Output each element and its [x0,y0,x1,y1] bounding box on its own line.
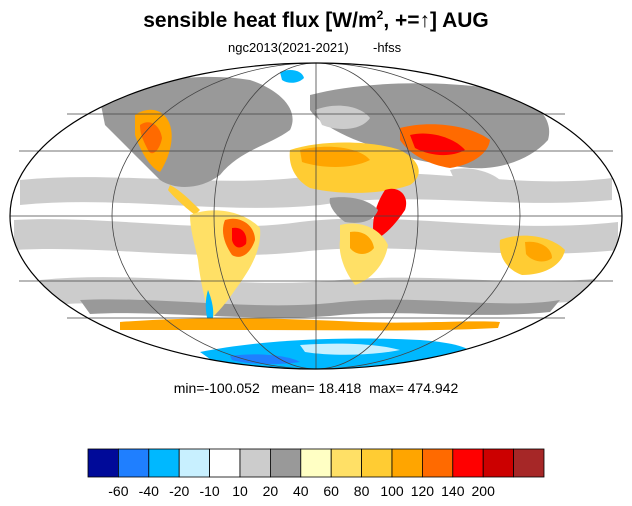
arabia-heat-core [410,133,465,156]
figure-title: sensible heat flux [W/m2, +=↑] AUG [0,8,632,33]
north-america-heat-core [140,122,162,154]
colorbar-swatch [513,448,545,478]
colorbar-swatch [148,448,180,478]
south-america-blue-coast [205,290,214,322]
colorbar-tick-label: -10 [199,483,220,499]
stat-mean-label: mean= [271,380,315,396]
subtitle-model: ngc2013(2021-2021) [228,40,349,55]
colorbar-swatch [239,448,271,478]
antarctica-light [300,343,400,355]
europe-light [315,105,370,130]
colorbar-swatch [87,448,119,478]
stat-max-label: max= [369,380,404,396]
colorbar [87,448,545,478]
colorbar-swatch [178,448,210,478]
greenland-ice [280,70,304,83]
title-main: sensible heat flux [W/m [143,9,377,32]
colorbar-swatch [361,448,393,478]
subtitle-variable: -hfss [373,40,402,55]
south-asia [450,168,505,196]
colorbar-swatch [330,448,363,478]
map-fields [10,63,622,369]
east-africa-heat [373,188,407,240]
colorbar-tick-label: 100 [380,483,404,499]
title-suffix: , +=↑] AUG [383,9,489,32]
ocean-grey-band-south [40,277,600,308]
north-africa-heat-core [300,146,370,167]
southern-ocean-warm-band [120,318,500,331]
antarctica-deep [230,354,300,365]
colorbar-tick-label: 140 [441,483,465,499]
title-superscript: 2 [376,8,384,22]
colorbar-tick-label: -40 [138,483,159,499]
colorbar-swatch [452,448,484,478]
south-africa-heat-core [350,231,374,254]
ocean-dark-grey-band-south [80,299,560,318]
colorbar-swatch [269,448,302,478]
colorbar-swatch [300,448,332,478]
australia-heat-core [525,241,552,262]
stat-mean: 18.418 [318,380,362,396]
stat-min: -100.052 [204,380,260,396]
colorbar-tick-label: -60 [108,483,129,499]
stat-min-label: min= [173,380,205,396]
colorbar-swatch [421,448,454,478]
colorbar-swatch [482,448,515,478]
colorbar-tick-label: 120 [410,483,435,499]
globe-outline [9,62,623,370]
colorbar-tick-label: -20 [169,483,190,499]
colorbar-swatch [209,448,241,478]
colorbar-swatch [118,448,150,478]
colorbar-tick-label: 20 [262,483,279,499]
stat-max: 474.942 [407,380,459,396]
colorbar-tick-label: 80 [353,483,370,499]
south-america-heat-core [232,227,247,248]
colorbar-tick-label: 10 [232,483,248,499]
colorbar-tick-label: 40 [293,483,309,499]
central-america [168,185,200,215]
summary-stats: min=-100.052 mean= 18.418 max= 474.942 [0,380,632,396]
colorbar-swatch [391,448,423,478]
colorbar-tick-label: 60 [323,483,339,499]
colorbar-tick-label: 200 [471,483,495,499]
africa-central [329,197,378,223]
